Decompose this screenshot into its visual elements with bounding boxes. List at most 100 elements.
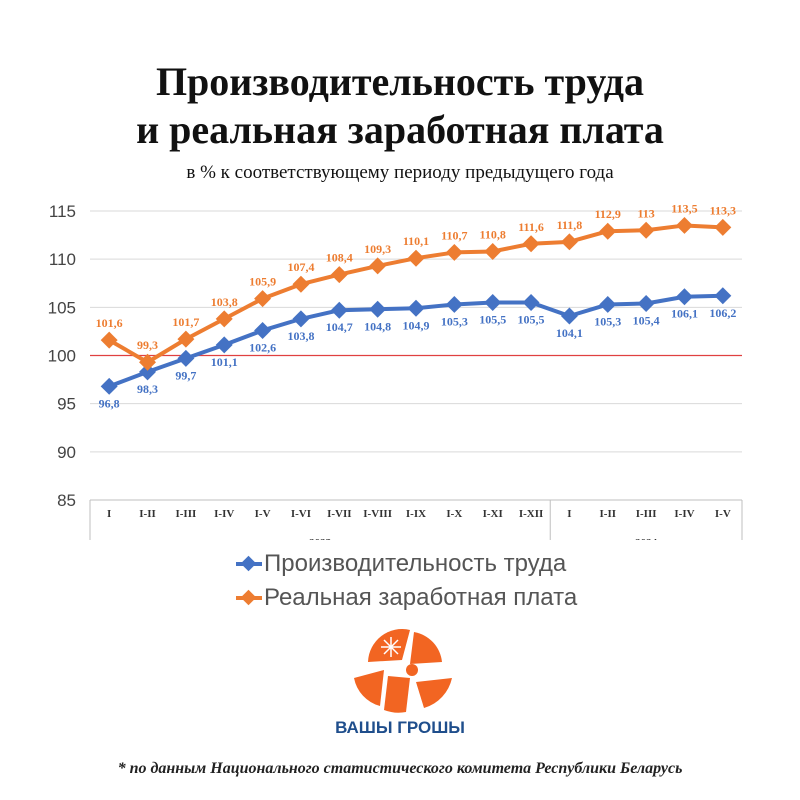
data-label-wages: 107,4 (287, 260, 314, 274)
data-point-wages (637, 221, 655, 239)
data-point-productivity (714, 287, 732, 305)
data-point-productivity (100, 377, 118, 395)
data-point-productivity (560, 307, 578, 325)
data-point-productivity (330, 301, 348, 319)
data-point-productivity (637, 294, 655, 312)
data-point-productivity (484, 294, 502, 312)
data-label-wages: 101,7 (172, 315, 199, 329)
legend-item-productivity: Производительность труда (236, 550, 566, 578)
data-label-productivity: 105,3 (441, 314, 468, 328)
data-point-wages (445, 243, 463, 261)
data-point-productivity (407, 299, 425, 317)
data-point-wages (330, 266, 348, 284)
data-label-productivity: 102,6 (249, 340, 276, 354)
data-label-productivity: 106,2 (709, 306, 736, 320)
x-tick-label: I-III (636, 508, 657, 520)
data-point-wages (177, 330, 195, 348)
x-tick-label: I-II (139, 508, 156, 520)
data-point-productivity (445, 295, 463, 313)
data-label-wages: 111,6 (518, 220, 544, 234)
data-point-productivity (292, 310, 310, 328)
data-point-wages (522, 235, 540, 253)
data-point-wages (560, 233, 578, 251)
data-point-wages (407, 249, 425, 267)
y-tick-label: 100 (48, 347, 76, 366)
y-tick-label: 105 (48, 298, 76, 317)
x-tick-label: I (107, 508, 111, 520)
x-tick-label: I-III (175, 508, 196, 520)
y-tick-label: 95 (57, 395, 76, 414)
data-label-wages: 113 (637, 206, 654, 220)
data-label-productivity: 105,3 (594, 314, 621, 328)
legend-marker-productivity (236, 555, 262, 572)
data-label-productivity: 104,8 (364, 319, 391, 333)
data-point-wages (139, 353, 157, 371)
x-tick-label: I-VI (291, 508, 311, 520)
data-label-productivity: 98,3 (137, 382, 158, 396)
data-label-productivity: 99,7 (175, 368, 196, 382)
x-tick-label: I-VIII (363, 508, 392, 520)
data-label-wages: 110,1 (403, 234, 429, 248)
x-tick-label: I-IV (674, 508, 694, 520)
data-label-wages: 110,7 (441, 228, 467, 242)
logo-text: ВАШЫ ГРОШЫ (335, 718, 465, 737)
x-tick-label: I-IV (214, 508, 234, 520)
legend-item-wages: Реальная заработная плата (236, 584, 577, 612)
data-point-productivity (522, 294, 540, 312)
x-tick-label: I-II (600, 508, 617, 520)
legend-marker-wages (236, 589, 262, 606)
data-label-productivity: 96,8 (99, 396, 120, 410)
data-point-productivity (675, 288, 693, 306)
x-group-label: 2024 (635, 537, 658, 540)
data-point-productivity (369, 300, 387, 318)
data-point-wages (215, 310, 233, 328)
x-tick-label: I-VII (327, 508, 351, 520)
data-label-wages: 109,3 (364, 242, 391, 256)
data-point-productivity (215, 336, 233, 354)
data-label-productivity: 105,4 (633, 313, 660, 327)
legend-label-productivity: Производительность труда (264, 550, 567, 577)
data-label-productivity: 104,1 (556, 326, 583, 340)
data-label-wages: 113,3 (710, 203, 736, 217)
data-label-productivity: 103,8 (287, 329, 314, 343)
data-label-wages: 103,8 (211, 295, 238, 309)
data-label-wages: 101,6 (96, 316, 123, 330)
data-label-wages: 112,9 (595, 207, 621, 221)
data-point-wages (675, 216, 693, 234)
data-label-productivity: 104,7 (326, 320, 353, 334)
chart-title-line1: Производительность труда (155, 59, 645, 104)
data-point-wages (292, 275, 310, 293)
legend-label-wages: Реальная заработная плата (264, 584, 578, 611)
data-label-wages: 110,8 (480, 227, 506, 241)
data-label-productivity: 104,9 (403, 318, 430, 332)
data-label-productivity: 105,5 (518, 313, 545, 327)
data-label-productivity: 105,5 (479, 313, 506, 327)
chart-title-line2: и реальная заработная плата (136, 107, 664, 152)
x-tick-label: I-V (255, 508, 271, 520)
data-point-wages (369, 257, 387, 275)
chart-subtitle: в % к соответствующему периоду предыдуще… (186, 162, 614, 183)
line-chart: 85909510010511011520232024II-III-IIII-IV… (48, 201, 743, 540)
x-tick-label: I-IX (406, 508, 426, 520)
x-tick-label: I-V (715, 508, 731, 520)
x-tick-label: I-X (446, 508, 462, 520)
data-point-wages (599, 222, 617, 240)
data-point-wages (484, 242, 502, 260)
y-tick-label: 110 (49, 250, 76, 269)
data-label-productivity: 101,1 (211, 355, 238, 369)
logo-icon (354, 629, 452, 713)
source-note: * по данным Национального статистическог… (117, 760, 683, 777)
y-tick-label: 85 (57, 491, 76, 510)
y-tick-label: 115 (49, 202, 76, 221)
x-tick-label: I-XII (519, 508, 543, 520)
y-tick-label: 90 (57, 443, 76, 462)
data-point-productivity (139, 363, 157, 381)
data-label-wages: 113,5 (671, 201, 697, 215)
data-point-wages (714, 218, 732, 236)
data-label-wages: 111,8 (557, 218, 583, 232)
data-point-wages (254, 290, 272, 308)
data-label-wages: 108,4 (326, 251, 353, 265)
data-label-wages: 99,3 (137, 338, 158, 352)
x-tick-label: I-XI (483, 508, 503, 520)
x-tick-label: I (567, 508, 571, 520)
